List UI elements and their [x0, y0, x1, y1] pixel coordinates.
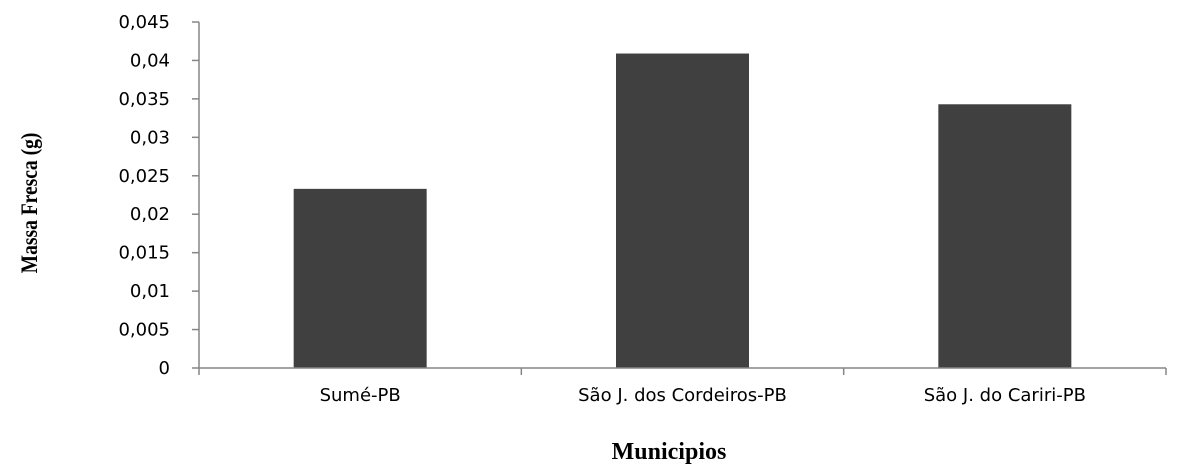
y-tick-label: 0	[159, 358, 170, 379]
y-tick-label: 0,035	[118, 89, 170, 110]
y-tick-label: 0,03	[130, 127, 170, 148]
x-tick-label: São J. do Cariri-PB	[924, 385, 1086, 406]
bars	[293, 53, 1072, 368]
bar	[293, 188, 427, 368]
x-tick-label: Sumé-PB	[320, 385, 401, 406]
y-tick-label: 0,04	[130, 50, 170, 71]
x-tick-label: São J. dos Cordeiros-PB	[578, 385, 787, 406]
y-axis-ticks: 0 0,005 0,01 0,015 0,02 0,025 0,03 0,035 0,04 0,0…	[118, 12, 199, 379]
y-tick-label: 0,045	[118, 12, 170, 33]
bar	[616, 53, 749, 368]
y-tick-label: 0,02	[130, 204, 170, 225]
bar	[938, 104, 1072, 368]
y-tick-label: 0,015	[118, 243, 170, 264]
y-tick-label: 0,025	[118, 166, 170, 187]
y-axis-title: Massa Fresca (g)	[17, 133, 43, 274]
y-tick-label: 0,01	[130, 281, 170, 302]
x-axis-title: Municipios	[612, 439, 727, 464]
y-tick-label: 0,005	[118, 320, 170, 341]
x-axis-ticks: Sumé-PB São J. dos Cordeiros-PB São J. do …	[198, 368, 1167, 406]
